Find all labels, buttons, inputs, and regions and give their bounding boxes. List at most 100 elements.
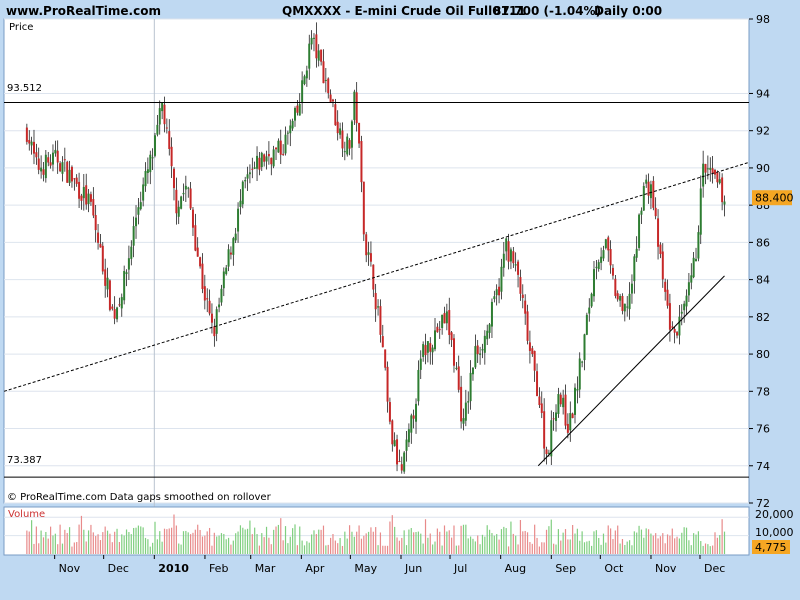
candle-body bbox=[419, 358, 422, 370]
candle bbox=[441, 314, 444, 335]
candle-body bbox=[241, 181, 244, 205]
candle bbox=[676, 331, 679, 339]
candle-body bbox=[721, 177, 724, 203]
candle bbox=[483, 330, 486, 365]
candle bbox=[80, 193, 83, 210]
candle-body bbox=[668, 303, 671, 330]
candle bbox=[277, 138, 280, 153]
candle bbox=[493, 290, 496, 303]
candle bbox=[616, 290, 619, 302]
candle bbox=[633, 254, 636, 294]
candle bbox=[467, 391, 470, 414]
candle-body bbox=[213, 326, 216, 337]
candle-body bbox=[611, 267, 614, 276]
candle-body bbox=[37, 158, 40, 170]
candle bbox=[196, 237, 199, 257]
candle bbox=[234, 227, 237, 243]
candle-body bbox=[154, 135, 157, 156]
candle bbox=[683, 300, 686, 323]
candle-body bbox=[474, 346, 477, 368]
candle-body bbox=[671, 326, 674, 328]
candle-body bbox=[438, 329, 441, 331]
candle bbox=[327, 77, 330, 99]
candle-body bbox=[51, 152, 54, 165]
candle bbox=[607, 235, 610, 262]
candle bbox=[187, 186, 190, 198]
candle bbox=[422, 341, 425, 362]
candle bbox=[346, 133, 349, 157]
candle-body bbox=[70, 166, 73, 182]
candle-body bbox=[315, 34, 318, 59]
candle bbox=[218, 297, 221, 313]
candle-body bbox=[339, 128, 342, 135]
candle-body bbox=[464, 402, 467, 421]
candle bbox=[630, 274, 633, 304]
candle bbox=[469, 360, 472, 410]
candle bbox=[265, 150, 268, 170]
candle-body bbox=[218, 304, 221, 308]
candle-body bbox=[377, 306, 380, 308]
candle bbox=[386, 361, 389, 413]
candle-body bbox=[94, 215, 97, 231]
candle-body bbox=[417, 369, 420, 402]
candle-body bbox=[291, 120, 294, 129]
candle-body bbox=[673, 328, 676, 333]
candle-body bbox=[42, 169, 45, 175]
candle-body bbox=[270, 157, 273, 165]
candle bbox=[54, 140, 57, 157]
candle-body bbox=[607, 237, 610, 251]
candle-body bbox=[619, 295, 622, 301]
candle-body bbox=[638, 214, 641, 248]
candle bbox=[282, 144, 285, 156]
candle bbox=[99, 234, 102, 248]
candle-body bbox=[239, 200, 242, 207]
candle bbox=[229, 246, 232, 260]
candle-body bbox=[149, 154, 152, 173]
candle bbox=[666, 279, 669, 309]
level-low-label: 73.387 bbox=[7, 455, 42, 466]
candle bbox=[652, 176, 655, 211]
candle-body bbox=[73, 178, 76, 180]
candle bbox=[709, 157, 712, 182]
candle bbox=[585, 312, 588, 336]
candle-body bbox=[457, 366, 460, 390]
last-price-value: 88.400 bbox=[755, 192, 794, 205]
candle-body bbox=[56, 150, 59, 163]
candle-body bbox=[146, 169, 149, 174]
candle-body bbox=[595, 266, 598, 268]
candle-body bbox=[519, 277, 522, 294]
candle bbox=[85, 173, 88, 210]
price-panel-label: Price bbox=[9, 22, 33, 33]
candle-body bbox=[443, 313, 446, 324]
candle-body bbox=[479, 353, 482, 355]
candle-body bbox=[538, 396, 541, 406]
candle-body bbox=[40, 167, 43, 172]
candle bbox=[135, 205, 138, 239]
candle bbox=[509, 247, 512, 270]
candle bbox=[191, 206, 194, 237]
candle-body bbox=[545, 449, 548, 455]
candle bbox=[398, 449, 401, 463]
candle-body bbox=[184, 185, 187, 190]
candle bbox=[70, 165, 73, 188]
candle-body bbox=[350, 121, 353, 148]
xtick-label-may: May bbox=[354, 562, 377, 575]
candle-body bbox=[431, 347, 434, 353]
candle-body bbox=[127, 258, 130, 270]
candle-body bbox=[222, 271, 225, 289]
candle bbox=[116, 306, 119, 323]
candle bbox=[471, 367, 474, 381]
candle bbox=[426, 341, 429, 363]
candle-body bbox=[422, 344, 425, 357]
candle-body bbox=[308, 43, 311, 69]
xtick-label-2010: 2010 bbox=[158, 562, 189, 575]
candle bbox=[32, 129, 35, 165]
candle-body bbox=[369, 253, 372, 262]
candle bbox=[104, 258, 107, 298]
candle-body bbox=[467, 401, 470, 403]
candle bbox=[137, 197, 140, 225]
candle bbox=[279, 129, 282, 164]
candle-body bbox=[265, 156, 268, 162]
candle-body bbox=[317, 50, 320, 61]
candle bbox=[597, 259, 600, 272]
